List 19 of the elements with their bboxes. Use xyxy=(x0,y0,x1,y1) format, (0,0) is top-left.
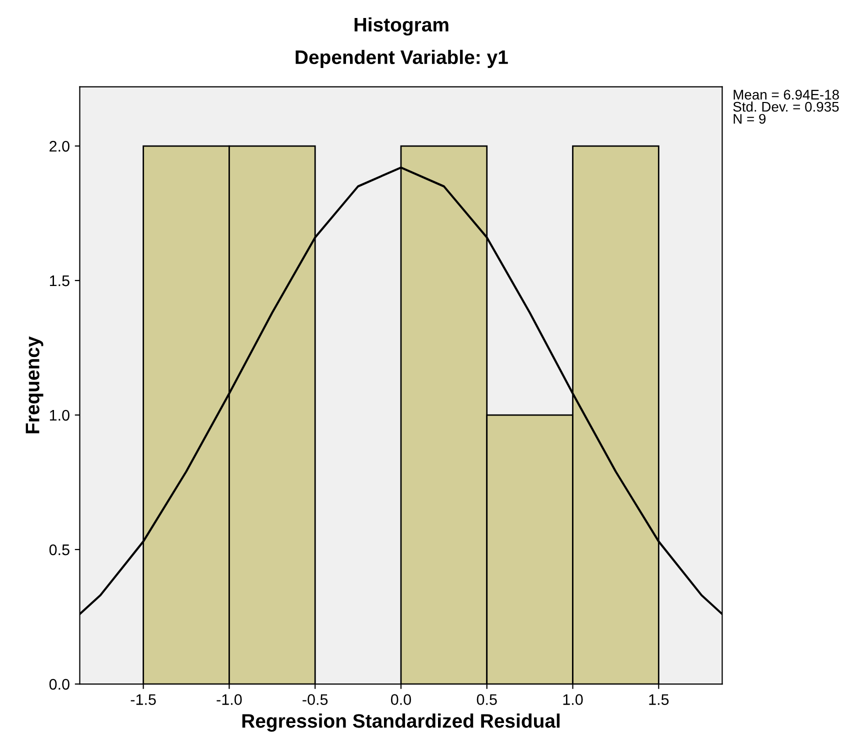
x-tick-label: 0.5 xyxy=(476,694,497,705)
x-tick-label: 0.0 xyxy=(390,694,412,705)
y-tick-label: 1.5 xyxy=(50,276,70,286)
x-tick-label: 1.0 xyxy=(563,694,583,705)
x-tick-label: -1.0 xyxy=(216,694,242,705)
x-tick-label: 1.5 xyxy=(649,694,669,705)
text: N = 9 xyxy=(734,114,766,124)
y-tick-label: 0.0 xyxy=(49,678,70,690)
text: Mean = 6.94E-18 xyxy=(734,90,839,100)
y-axis-title: Frequency xyxy=(26,336,44,434)
x-tick-label: -1.5 xyxy=(130,694,156,705)
y-tick-label: 1.0 xyxy=(50,410,70,421)
text: Std. Dev. = 0.935 xyxy=(733,101,839,112)
y-tick-label: 0.5 xyxy=(49,544,70,556)
x-axis-title: Regression Standardized Residual xyxy=(242,714,560,732)
chart-title: Histogram xyxy=(354,17,448,36)
chart-subtitle: Dependent Variable: y1 xyxy=(296,50,508,68)
x-tick-label: -0.5 xyxy=(302,694,328,705)
y-tick-label: 2.0 xyxy=(50,140,70,152)
